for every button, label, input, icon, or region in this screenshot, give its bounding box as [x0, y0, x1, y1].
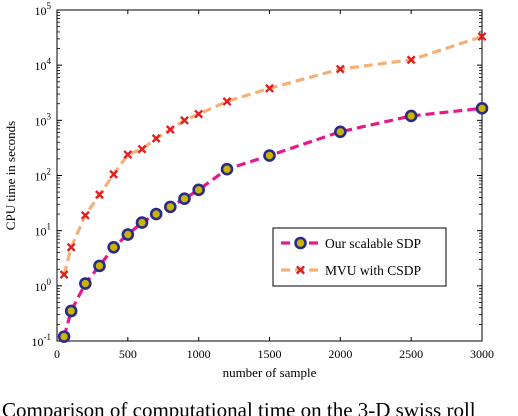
y-tick-exponent: 5 [47, 1, 52, 11]
y-tick-base: 10 [35, 170, 47, 184]
data-point-mvu-with-csdp [406, 55, 416, 65]
data-point-our-scalable-sdp [164, 200, 177, 214]
data-point-mvu-with-csdp [95, 190, 104, 200]
data-point-our-scalable-sdp [334, 125, 347, 139]
y-tick-label: 105 [35, 1, 52, 18]
y-axis-label: CPU time in seconds [3, 121, 18, 230]
data-point-mvu-with-csdp [109, 169, 119, 179]
legend-label-mvu-with-csdp: MVU with CSDP [325, 263, 421, 278]
data-point-mvu-with-csdp [477, 32, 487, 42]
y-tick-label: 100 [35, 277, 52, 294]
data-point-mvu-with-csdp [335, 64, 345, 74]
legend-marker-circle [294, 236, 307, 250]
data-point-our-scalable-sdp [149, 207, 163, 221]
data-point-our-scalable-sdp [64, 304, 78, 318]
x-tick-label: 0 [54, 347, 60, 361]
data-point-our-scalable-sdp [178, 192, 191, 205]
y-tick-label: 10-1 [32, 332, 52, 349]
data-point-mvu-with-csdp [180, 115, 189, 125]
x-tick-label: 500 [119, 347, 137, 361]
y-tick-base: 10 [35, 4, 47, 18]
x-tick-label: 3000 [470, 347, 494, 361]
series-our-scalable-sdp [57, 102, 489, 343]
y-tick-label: 102 [35, 167, 52, 184]
data-point-mvu-with-csdp [194, 109, 204, 119]
y-tick-exponent: 1 [47, 222, 52, 232]
data-point-our-scalable-sdp [263, 149, 276, 162]
data-point-mvu-with-csdp [165, 125, 175, 135]
y-tick-base: 10 [35, 280, 47, 294]
data-point-mvu-with-csdp [123, 150, 133, 159]
data-point-our-scalable-sdp [135, 216, 149, 229]
y-tick-label: 101 [35, 222, 52, 239]
y-tick-exponent: -1 [44, 332, 52, 342]
data-point-mvu-with-csdp [151, 133, 161, 143]
legend-marker-our-scalable-sdp [294, 236, 307, 250]
y-tick-base: 10 [35, 59, 47, 73]
data-point-our-scalable-sdp [57, 330, 71, 343]
series-line-our-scalable-sdp [62, 106, 483, 338]
x-axis: 0 500 1000 1500 2000 2500 3000 [54, 10, 494, 361]
data-point-mvu-with-csdp [59, 270, 69, 280]
y-tick-exponent: 3 [47, 111, 52, 121]
chart: 0 500 1000 1500 2000 2500 3000 10-110010110210… [3, 1, 494, 380]
y-tick-base: 10 [32, 335, 44, 349]
data-point-mvu-with-csdp [265, 83, 274, 93]
legend-label-our-scalable-sdp: Our scalable SDP [325, 236, 421, 251]
x-tick-label: 1000 [187, 347, 211, 361]
data-point-our-scalable-sdp [404, 109, 418, 123]
x-axis-label: number of sample [223, 365, 317, 380]
data-point-our-scalable-sdp [192, 183, 205, 197]
data-point-mvu-with-csdp [222, 96, 232, 106]
series-mvu-with-csdp [59, 32, 487, 280]
y-tick-base: 10 [35, 114, 47, 128]
x-tick-label: 2000 [328, 347, 352, 361]
y-tick-exponent: 2 [47, 167, 52, 177]
data-point-our-scalable-sdp [475, 102, 489, 115]
data-point-mvu-with-csdp [80, 210, 90, 220]
y-tick-base: 10 [35, 225, 47, 239]
legend-marker-mvu-with-csdp [296, 265, 305, 275]
figure-caption: Comparison of computational time on the … [2, 398, 476, 416]
x-tick-label: 1500 [258, 347, 282, 361]
data-point-mvu-with-csdp [137, 144, 147, 154]
y-tick-label: 103 [35, 111, 52, 128]
data-point-our-scalable-sdp [220, 162, 234, 176]
plot-frame [56, 9, 483, 342]
plot-area [57, 32, 489, 343]
y-tick-exponent: 4 [47, 56, 52, 66]
data-point-our-scalable-sdp [79, 277, 92, 290]
y-tick-exponent: 0 [47, 277, 52, 287]
data-point-our-scalable-sdp [121, 228, 135, 241]
data-point-our-scalable-sdp [93, 259, 106, 273]
series-line-mvu-with-csdp [62, 35, 483, 275]
data-point-our-scalable-sdp [107, 240, 120, 254]
legend: Our scalable SDP MVU with CSDP [272, 227, 447, 287]
data-point-mvu-with-csdp [66, 242, 76, 252]
y-tick-label: 104 [35, 56, 52, 73]
legend-marker-x [296, 265, 305, 275]
x-tick-label: 2500 [399, 347, 423, 361]
